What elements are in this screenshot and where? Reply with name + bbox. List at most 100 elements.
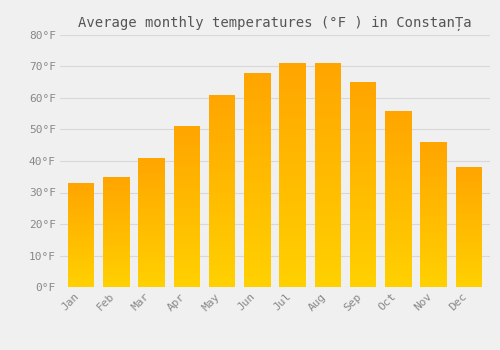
Bar — [350, 140, 376, 143]
Bar — [244, 108, 270, 112]
Bar — [103, 274, 130, 276]
Bar — [456, 215, 482, 217]
Bar — [280, 283, 306, 287]
Bar — [103, 252, 130, 254]
Bar — [138, 231, 165, 233]
Bar — [280, 242, 306, 246]
Bar — [174, 212, 200, 215]
Bar — [68, 190, 94, 192]
Bar — [209, 239, 236, 242]
Bar — [209, 236, 236, 239]
Bar — [138, 265, 165, 268]
Bar — [103, 178, 130, 180]
Bar — [280, 119, 306, 123]
Bar — [350, 99, 376, 103]
Bar — [209, 149, 236, 153]
Bar — [314, 172, 341, 175]
Bar — [456, 251, 482, 253]
Bar — [314, 253, 341, 257]
Bar — [103, 215, 130, 217]
Bar — [103, 226, 130, 228]
Bar — [138, 169, 165, 171]
Bar — [456, 175, 482, 177]
Bar — [68, 284, 94, 285]
Bar — [138, 246, 165, 248]
Bar — [350, 256, 376, 260]
Bar — [68, 261, 94, 263]
Bar — [420, 174, 447, 176]
Bar — [244, 155, 270, 159]
Bar — [68, 230, 94, 232]
Bar — [385, 208, 411, 211]
Bar — [244, 205, 270, 209]
Bar — [280, 168, 306, 172]
Bar — [350, 127, 376, 130]
Bar — [280, 75, 306, 78]
Bar — [280, 235, 306, 239]
Bar — [244, 216, 270, 219]
Bar — [138, 177, 165, 179]
Bar — [209, 162, 236, 165]
Bar — [280, 108, 306, 112]
Bar — [244, 76, 270, 80]
Bar — [174, 134, 200, 137]
Bar — [456, 261, 482, 263]
Bar — [350, 82, 376, 86]
Bar — [385, 270, 411, 272]
Bar — [420, 207, 447, 210]
Bar — [350, 103, 376, 106]
Bar — [280, 145, 306, 149]
Bar — [385, 181, 411, 184]
Bar — [209, 146, 236, 149]
Bar — [174, 206, 200, 209]
Bar — [103, 202, 130, 204]
Bar — [420, 215, 447, 217]
Bar — [350, 236, 376, 239]
Bar — [314, 190, 341, 194]
Bar — [456, 189, 482, 191]
Bar — [350, 246, 376, 250]
Bar — [103, 261, 130, 263]
Bar — [174, 142, 200, 145]
Bar — [103, 190, 130, 191]
Bar — [68, 240, 94, 242]
Bar — [385, 228, 411, 231]
Bar — [280, 228, 306, 231]
Bar — [174, 150, 200, 153]
Bar — [314, 145, 341, 149]
Bar — [280, 265, 306, 268]
Bar — [385, 149, 411, 152]
Bar — [385, 249, 411, 252]
Bar — [385, 234, 411, 237]
Bar — [280, 138, 306, 142]
Bar — [209, 248, 236, 252]
Bar — [209, 274, 236, 278]
Bar — [385, 264, 411, 266]
Bar — [385, 260, 411, 264]
Bar — [314, 201, 341, 205]
Bar — [456, 237, 482, 239]
Bar — [174, 169, 200, 172]
Bar — [456, 249, 482, 251]
Bar — [68, 218, 94, 219]
Bar — [68, 235, 94, 237]
Bar — [280, 134, 306, 138]
Bar — [103, 234, 130, 236]
Bar — [138, 274, 165, 276]
Bar — [420, 224, 447, 227]
Bar — [456, 229, 482, 231]
Bar — [385, 131, 411, 134]
Bar — [244, 98, 270, 101]
Bar — [174, 217, 200, 220]
Bar — [385, 196, 411, 199]
Bar — [385, 211, 411, 214]
Bar — [68, 223, 94, 225]
Bar — [138, 270, 165, 272]
Bar — [456, 217, 482, 219]
Bar — [174, 241, 200, 244]
Bar — [138, 160, 165, 162]
Bar — [420, 188, 447, 190]
Bar — [68, 187, 94, 188]
Bar — [244, 201, 270, 205]
Bar — [68, 212, 94, 214]
